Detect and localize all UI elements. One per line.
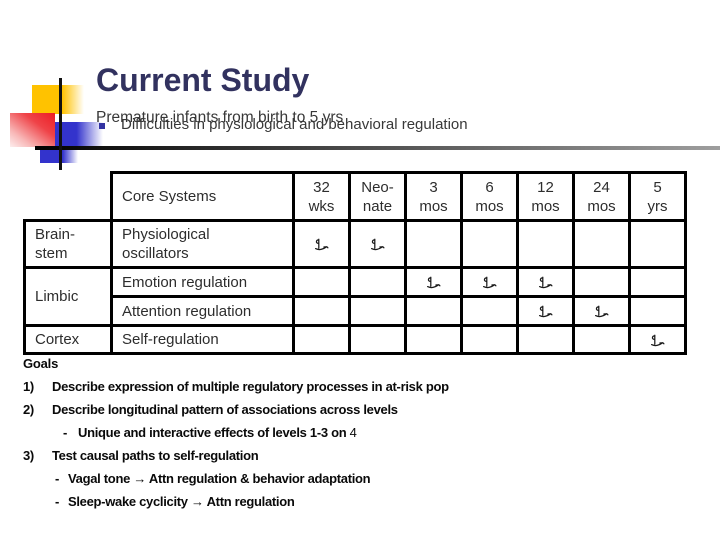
region-cell-limbic: Limbic <box>23 266 113 327</box>
mark-cell <box>516 219 575 269</box>
goal-marker: - <box>55 471 60 486</box>
region-cell-brainstem: Brain- stem <box>23 219 113 269</box>
goal-item-3: 3) Test causal paths to self-regulation <box>23 449 703 463</box>
decor-vertical-line <box>59 78 62 170</box>
mark-cell <box>348 295 407 327</box>
table-header-row: Core Systems 32 wks Neo- nate 3 mos 6 mo… <box>25 171 687 222</box>
goal-subitem-2a: - Unique and interactive effects of leve… <box>23 426 703 440</box>
goal-marker: - <box>55 494 60 509</box>
check-mark-icon <box>650 334 665 346</box>
header-empty-corner <box>25 173 112 221</box>
column-header-6mos: 6 mos <box>460 171 519 222</box>
mark-cell <box>404 219 463 269</box>
mark-cell <box>628 295 687 327</box>
table-row-brainstem: Brain- stem Physiological oscillators <box>23 219 687 269</box>
intro-bullet-text: Difficulties in physiological and behavi… <box>121 116 468 133</box>
goals-section: Goals 1) Describe expression of multiple… <box>23 357 703 518</box>
mark-cell <box>516 295 575 327</box>
mark-cell <box>348 266 407 298</box>
check-mark-icon <box>538 305 553 318</box>
mark-cell <box>460 295 519 327</box>
intro-text: Premature infants from birth to 5 yrs <box>96 108 344 126</box>
mark-cell <box>460 324 519 355</box>
table-row-limbic-attention: Attention regulation <box>25 295 687 327</box>
process-cell: Attention regulation <box>110 295 295 327</box>
decor-red-square <box>10 113 55 147</box>
check-mark-icon <box>482 276 497 289</box>
column-header-12mos: 12 mos <box>516 171 575 222</box>
mark-cell <box>292 219 351 269</box>
region-cell-cortex: Cortex <box>23 324 113 355</box>
process-cell: Physiological oscillators <box>110 219 295 269</box>
check-mark-icon <box>538 276 553 289</box>
process-cell: Emotion regulation <box>110 266 295 298</box>
mark-cell <box>628 266 687 298</box>
check-mark-icon <box>426 276 441 289</box>
goal-text: Sleep-wake cyclicity → Attn regulation <box>68 494 295 509</box>
mark-cell <box>628 324 687 355</box>
mark-cell <box>404 295 463 327</box>
check-mark-icon <box>594 305 609 318</box>
mark-cell <box>572 324 631 355</box>
mark-cell <box>516 266 575 298</box>
goal-text: Describe longitudinal pattern of associa… <box>52 402 398 417</box>
goal-marker: 1) <box>23 379 34 394</box>
goal-marker: 3) <box>23 448 34 463</box>
goal-subitem-3a: - Vagal tone → Attn regulation & behavio… <box>23 472 703 486</box>
mark-cell <box>404 324 463 355</box>
mark-cell <box>572 266 631 298</box>
decor-yellow-square <box>32 85 84 114</box>
table-row-limbic-emotion: Limbic Emotion regulation <box>23 266 687 327</box>
check-mark-icon <box>370 238 385 251</box>
mark-cell <box>628 219 687 269</box>
process-cell: Self-regulation <box>110 324 295 355</box>
goal-text: Vagal tone → Attn regulation & behavior … <box>68 471 371 486</box>
column-header-neonate: Neo- nate <box>348 171 407 222</box>
intro-bullet-line: Difficulties in physiological and behavi… <box>99 116 468 134</box>
column-header-5yrs: 5 yrs <box>628 171 687 222</box>
mark-cell <box>460 219 519 269</box>
check-mark-icon <box>314 238 329 251</box>
mark-cell <box>460 266 519 298</box>
goal-item-2: 2) Describe longitudinal pattern of asso… <box>23 403 703 417</box>
goal-text: Test causal paths to self-regulation <box>52 448 259 463</box>
column-header-3mos: 3 mos <box>404 171 463 222</box>
goal-marker: - <box>63 425 68 440</box>
corner-label-cell: Core Systems <box>110 171 295 222</box>
goal-text: Unique and interactive effects of levels… <box>78 425 357 440</box>
goal-marker: 2) <box>23 402 34 417</box>
column-header-32wks: 32 wks <box>292 171 351 222</box>
mark-cell <box>516 324 575 355</box>
title-divider-rule <box>35 146 720 150</box>
mark-cell <box>292 324 351 355</box>
table-row-cortex: Cortex Self-regulation <box>23 324 687 355</box>
mark-cell <box>292 266 351 298</box>
mark-cell <box>348 219 407 269</box>
core-systems-table: Core Systems 32 wks Neo- nate 3 mos 6 mo… <box>23 171 687 355</box>
goal-text: Describe expression of multiple regulato… <box>52 379 449 394</box>
goal-text-suffix: 4 <box>346 425 357 440</box>
goal-item-1: 1) Describe expression of multiple regul… <box>23 380 703 394</box>
goals-heading: Goals <box>23 356 59 371</box>
mark-cell <box>348 324 407 355</box>
slide-title: Current Study <box>96 62 310 99</box>
decor-blue-square <box>55 122 103 150</box>
goal-subitem-3b: - Sleep-wake cyclicity → Attn regulation <box>23 495 703 509</box>
mark-cell <box>404 266 463 298</box>
mark-cell <box>292 295 351 327</box>
mark-cell <box>572 295 631 327</box>
mark-cell <box>572 219 631 269</box>
column-header-24mos: 24 mos <box>572 171 631 222</box>
